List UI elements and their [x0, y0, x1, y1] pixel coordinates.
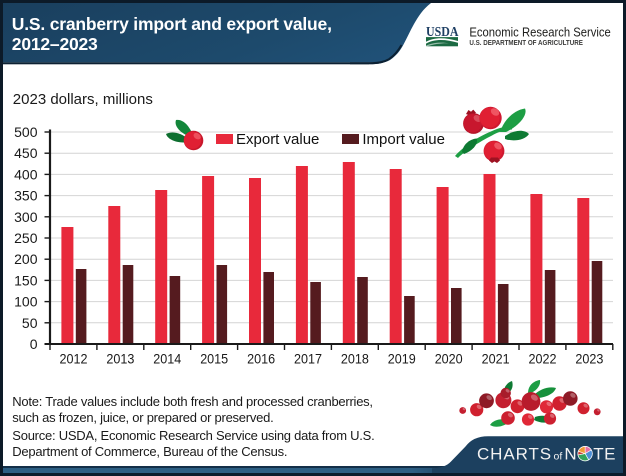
svg-text:200: 200 — [14, 251, 38, 267]
svg-text:CHARTS: CHARTS — [477, 444, 552, 463]
svg-text:0: 0 — [30, 336, 38, 352]
svg-text:400: 400 — [14, 166, 38, 182]
svg-text:Economic Research Service: Economic Research Service — [469, 25, 610, 40]
svg-text:2022: 2022 — [529, 351, 557, 367]
svg-text:250: 250 — [14, 230, 38, 246]
svg-text:2012: 2012 — [60, 351, 88, 367]
svg-text:2015: 2015 — [200, 351, 228, 367]
svg-text:2014: 2014 — [153, 351, 181, 367]
svg-text:of: of — [554, 450, 563, 462]
svg-text:150: 150 — [14, 272, 38, 288]
svg-text:2019: 2019 — [388, 351, 416, 367]
svg-text:2021: 2021 — [482, 351, 510, 367]
svg-text:2016: 2016 — [247, 351, 275, 367]
svg-text:USDA: USDA — [426, 24, 459, 39]
svg-text:TE: TE — [593, 444, 616, 463]
svg-text:N: N — [564, 444, 576, 463]
svg-text:2017: 2017 — [294, 351, 322, 367]
svg-text:450: 450 — [14, 145, 38, 161]
svg-text:2023: 2023 — [575, 351, 603, 367]
svg-text:2020: 2020 — [435, 351, 463, 367]
svg-text:U.S. DEPARTMENT OF AGRICULTURE: U.S. DEPARTMENT OF AGRICULTURE — [469, 38, 583, 47]
svg-text:300: 300 — [14, 209, 38, 225]
svg-text:500: 500 — [14, 124, 38, 140]
svg-text:2018: 2018 — [341, 351, 369, 367]
svg-text:2013: 2013 — [106, 351, 134, 367]
svg-text:100: 100 — [14, 294, 38, 310]
svg-text:50: 50 — [22, 315, 38, 331]
svg-text:350: 350 — [14, 188, 38, 204]
